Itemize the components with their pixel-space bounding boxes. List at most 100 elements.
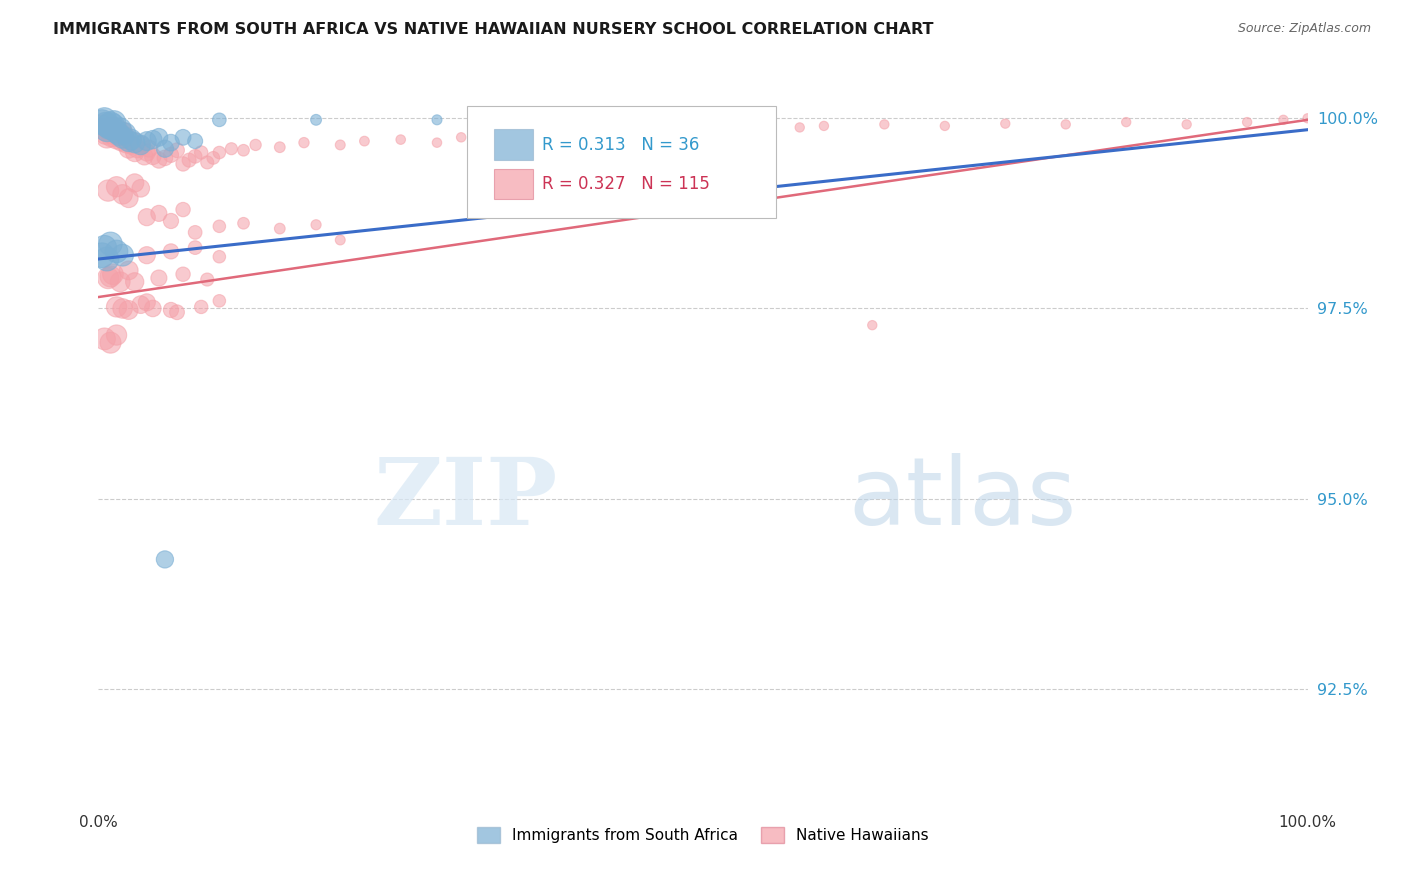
Point [96,122,118,136]
Point [105,132,128,146]
Point [184,149,207,163]
Point [232,216,254,230]
Point [135,295,157,310]
Point [202,151,225,165]
Point [121,134,143,148]
Point [716,125,738,139]
Point [114,127,136,141]
Point [668,127,690,141]
Text: atlas: atlas [848,453,1077,545]
Point [134,149,156,163]
Point [98,120,121,135]
Point [160,148,183,162]
Point [142,149,165,163]
Point [547,130,569,145]
Point [129,181,152,195]
Text: Source: ZipAtlas.com: Source: ZipAtlas.com [1237,22,1371,36]
Point [93,112,115,127]
Point [305,112,328,127]
Point [166,305,188,319]
Point [135,210,157,224]
Point [124,145,146,160]
Point [172,202,194,217]
Point [129,137,152,152]
Point [107,122,129,136]
Point [752,122,775,136]
Point [172,157,194,171]
Point [94,127,117,141]
Point [1054,117,1077,131]
Point [1236,115,1258,129]
Point [93,332,115,346]
Point [190,300,212,314]
Point [94,117,117,131]
Point [111,125,134,139]
Point [450,130,472,145]
Point [208,112,231,127]
Point [179,153,201,168]
Point [124,176,146,190]
Point [103,124,125,138]
Point [305,218,328,232]
Point [97,117,120,131]
Point [245,137,267,152]
Point [184,241,207,255]
Point [108,122,131,136]
Point [96,252,118,266]
Point [97,184,120,198]
Point [108,128,131,142]
Point [329,233,352,247]
Point [474,133,496,147]
Point [631,125,654,139]
Point [195,272,218,286]
Point [124,136,146,150]
Point [135,248,157,262]
Point [100,236,122,251]
Point [91,248,114,262]
Point [111,248,134,262]
Point [138,142,160,156]
Point [510,128,533,142]
Point [595,128,617,142]
Point [142,301,165,316]
Point [934,119,956,133]
Point [860,318,883,333]
Point [110,134,132,148]
Point [103,115,125,129]
Point [101,118,124,132]
Text: R = 0.327   N = 115: R = 0.327 N = 115 [543,176,710,194]
Point [118,302,141,317]
Point [148,271,170,285]
Point [292,136,315,150]
Point [166,143,188,157]
Point [120,133,142,147]
Point [148,153,170,168]
Point [118,191,141,205]
Point [111,301,134,316]
FancyBboxPatch shape [467,105,776,218]
FancyBboxPatch shape [494,129,533,160]
Text: IMMIGRANTS FROM SOUTH AFRICA VS NATIVE HAWAIIAN NURSERY SCHOOL CORRELATION CHART: IMMIGRANTS FROM SOUTH AFRICA VS NATIVE H… [53,22,934,37]
Point [172,130,194,145]
Point [142,133,165,147]
Point [100,129,122,144]
Point [135,145,157,160]
Point [692,122,714,136]
Point [96,130,118,145]
Point [118,134,141,148]
Point [97,119,120,133]
Point [269,140,291,154]
Point [100,117,122,131]
Point [104,128,127,142]
Point [111,130,134,145]
Point [208,293,231,308]
Point [426,136,449,150]
Point [120,137,142,152]
Point [160,214,183,228]
Point [115,136,138,151]
Point [101,120,124,135]
Point [108,127,131,141]
Point [93,241,115,255]
Point [269,221,291,235]
Text: R = 0.313   N = 36: R = 0.313 N = 36 [543,136,700,153]
